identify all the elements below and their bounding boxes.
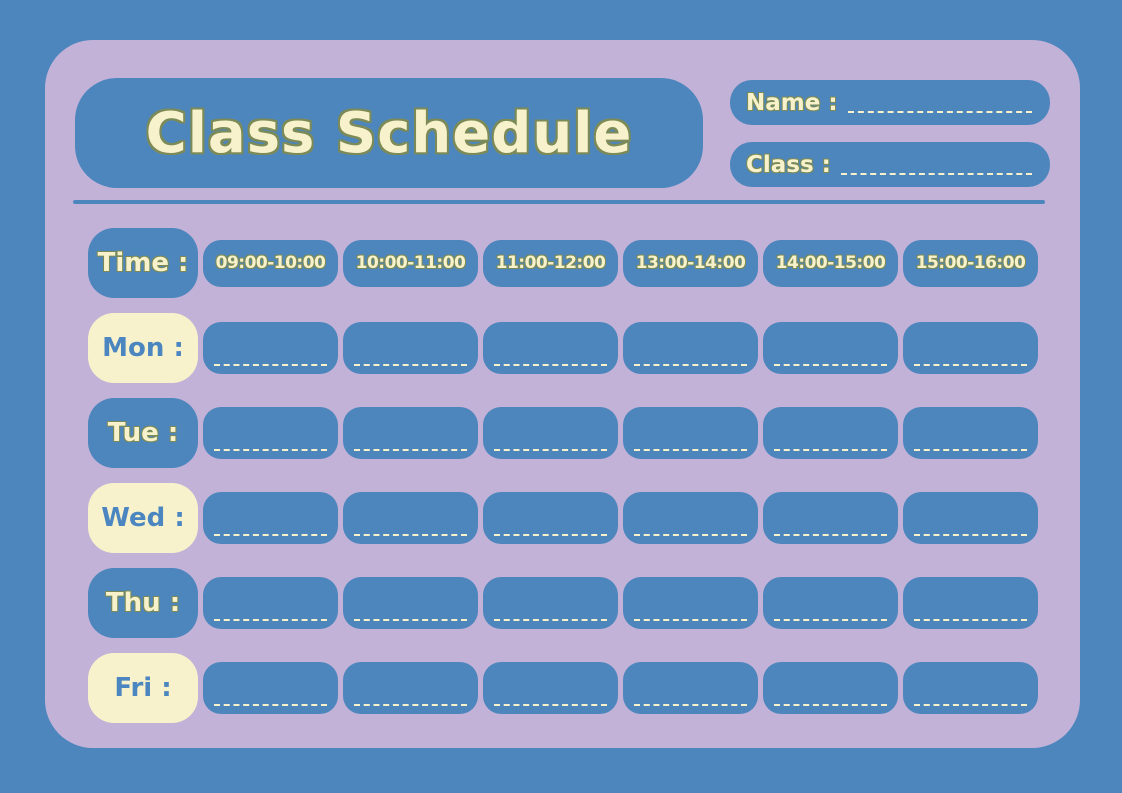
- schedule-cell-mon-5[interactable]: [763, 322, 898, 374]
- cell-fill-line: [914, 704, 1027, 706]
- cell-fill-line: [494, 619, 607, 621]
- day-label-wed: Wed :: [88, 483, 198, 553]
- time-slot-pill-4: 13:00-14:00: [623, 239, 758, 287]
- cell-fill-line: [634, 534, 747, 536]
- time-slot-pill-1: 09:00-10:00: [203, 239, 338, 287]
- cell-fill-line: [494, 534, 607, 536]
- schedule-cell-mon-3[interactable]: [483, 322, 618, 374]
- time-slot-pill-2: 10:00-11:00: [343, 239, 478, 287]
- name-label: Name :: [746, 89, 838, 116]
- name-field[interactable]: Name :: [730, 80, 1050, 125]
- schedule-cell-mon-2[interactable]: [343, 322, 478, 374]
- schedule-cell-thu-5[interactable]: [763, 577, 898, 629]
- cell-fill-line: [354, 619, 467, 621]
- header-divider: [73, 200, 1045, 204]
- schedule-cell-wed-4[interactable]: [623, 492, 758, 544]
- schedule-cell-fri-4[interactable]: [623, 662, 758, 714]
- schedule-cell-wed-3[interactable]: [483, 492, 618, 544]
- time-slot-pill-3: 11:00-12:00: [483, 239, 618, 287]
- schedule-grid: Time : 09:00-10:00 10:00-11:00 11:00-12:…: [88, 228, 1038, 723]
- time-slot-pill-5: 14:00-15:00: [763, 239, 898, 287]
- cell-fill-line: [774, 449, 887, 451]
- cell-fill-line: [914, 364, 1027, 366]
- schedule-cell-thu-3[interactable]: [483, 577, 618, 629]
- page-title: Class Schedule: [145, 100, 633, 166]
- cell-fill-line: [354, 534, 467, 536]
- schedule-cell-tue-5[interactable]: [763, 407, 898, 459]
- schedule-cell-wed-1[interactable]: [203, 492, 338, 544]
- cell-fill-line: [214, 619, 327, 621]
- day-label-mon: Mon :: [88, 313, 198, 383]
- cell-fill-line: [634, 619, 747, 621]
- cell-fill-line: [214, 449, 327, 451]
- cell-fill-line: [354, 449, 467, 451]
- time-slot-pill-6: 15:00-16:00: [903, 239, 1038, 287]
- schedule-cell-tue-6[interactable]: [903, 407, 1038, 459]
- cell-fill-line: [774, 619, 887, 621]
- schedule-cell-thu-6[interactable]: [903, 577, 1038, 629]
- class-fill-line[interactable]: [840, 172, 1032, 175]
- class-label: Class :: [746, 151, 831, 178]
- schedule-cell-mon-6[interactable]: [903, 322, 1038, 374]
- cell-fill-line: [214, 704, 327, 706]
- schedule-cell-fri-6[interactable]: [903, 662, 1038, 714]
- schedule-cell-mon-4[interactable]: [623, 322, 758, 374]
- cell-fill-line: [494, 364, 607, 366]
- cell-fill-line: [774, 704, 887, 706]
- schedule-cell-fri-5[interactable]: [763, 662, 898, 714]
- schedule-cell-mon-1[interactable]: [203, 322, 338, 374]
- schedule-cell-fri-1[interactable]: [203, 662, 338, 714]
- schedule-cell-tue-1[interactable]: [203, 407, 338, 459]
- cell-fill-line: [914, 449, 1027, 451]
- cell-fill-line: [634, 704, 747, 706]
- cell-fill-line: [214, 364, 327, 366]
- schedule-cell-tue-2[interactable]: [343, 407, 478, 459]
- schedule-cell-fri-2[interactable]: [343, 662, 478, 714]
- schedule-cell-thu-2[interactable]: [343, 577, 478, 629]
- cell-fill-line: [914, 534, 1027, 536]
- cell-fill-line: [634, 449, 747, 451]
- day-label-thu: Thu :: [88, 568, 198, 638]
- schedule-cell-tue-3[interactable]: [483, 407, 618, 459]
- cell-fill-line: [214, 534, 327, 536]
- schedule-cell-fri-3[interactable]: [483, 662, 618, 714]
- schedule-cell-thu-1[interactable]: [203, 577, 338, 629]
- class-field[interactable]: Class :: [730, 142, 1050, 187]
- time-header-label: Time :: [88, 228, 198, 298]
- cell-fill-line: [354, 704, 467, 706]
- cell-fill-line: [494, 704, 607, 706]
- cell-fill-line: [774, 534, 887, 536]
- schedule-cell-thu-4[interactable]: [623, 577, 758, 629]
- schedule-cell-tue-4[interactable]: [623, 407, 758, 459]
- name-fill-line[interactable]: [847, 110, 1032, 113]
- cell-fill-line: [354, 364, 467, 366]
- day-label-tue: Tue :: [88, 398, 198, 468]
- schedule-cell-wed-6[interactable]: [903, 492, 1038, 544]
- schedule-cell-wed-5[interactable]: [763, 492, 898, 544]
- schedule-cell-wed-2[interactable]: [343, 492, 478, 544]
- cell-fill-line: [494, 449, 607, 451]
- title-banner: Class Schedule: [75, 78, 703, 188]
- schedule-card: Class Schedule Name : Class : Time : 09:…: [45, 40, 1080, 748]
- day-label-fri: Fri :: [88, 653, 198, 723]
- cell-fill-line: [914, 619, 1027, 621]
- cell-fill-line: [634, 364, 747, 366]
- cell-fill-line: [774, 364, 887, 366]
